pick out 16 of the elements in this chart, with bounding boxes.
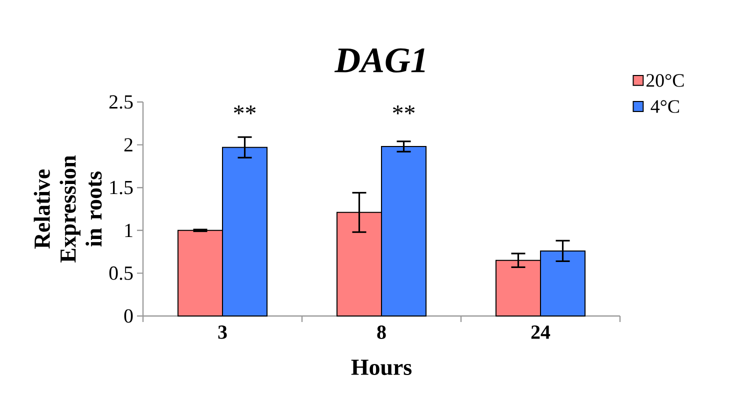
y-axis-title: Relative Expression in roots bbox=[34, 155, 102, 263]
y-tick-label: 1.5 bbox=[110, 180, 133, 194]
annotation: ** bbox=[392, 106, 415, 114]
y-tick-label: 0.5 bbox=[109, 266, 133, 280]
legend-label: 20°C bbox=[646, 74, 684, 87]
x-tick-label: 8 bbox=[377, 326, 386, 339]
chart-title: DAG1 bbox=[334, 48, 425, 72]
x-tick-label: 24 bbox=[531, 326, 550, 339]
y-tick-label: 2 bbox=[124, 138, 132, 152]
x-tick-label: 3 bbox=[218, 326, 227, 339]
annotation: ** bbox=[234, 106, 256, 114]
x-axis-title: Hours bbox=[351, 360, 412, 376]
legend-label: 4°C bbox=[650, 100, 679, 113]
y-tick-label: 0 bbox=[124, 309, 133, 323]
y-tick-label: 1 bbox=[125, 224, 132, 237]
y-tick-label: 2.5 bbox=[109, 95, 133, 109]
